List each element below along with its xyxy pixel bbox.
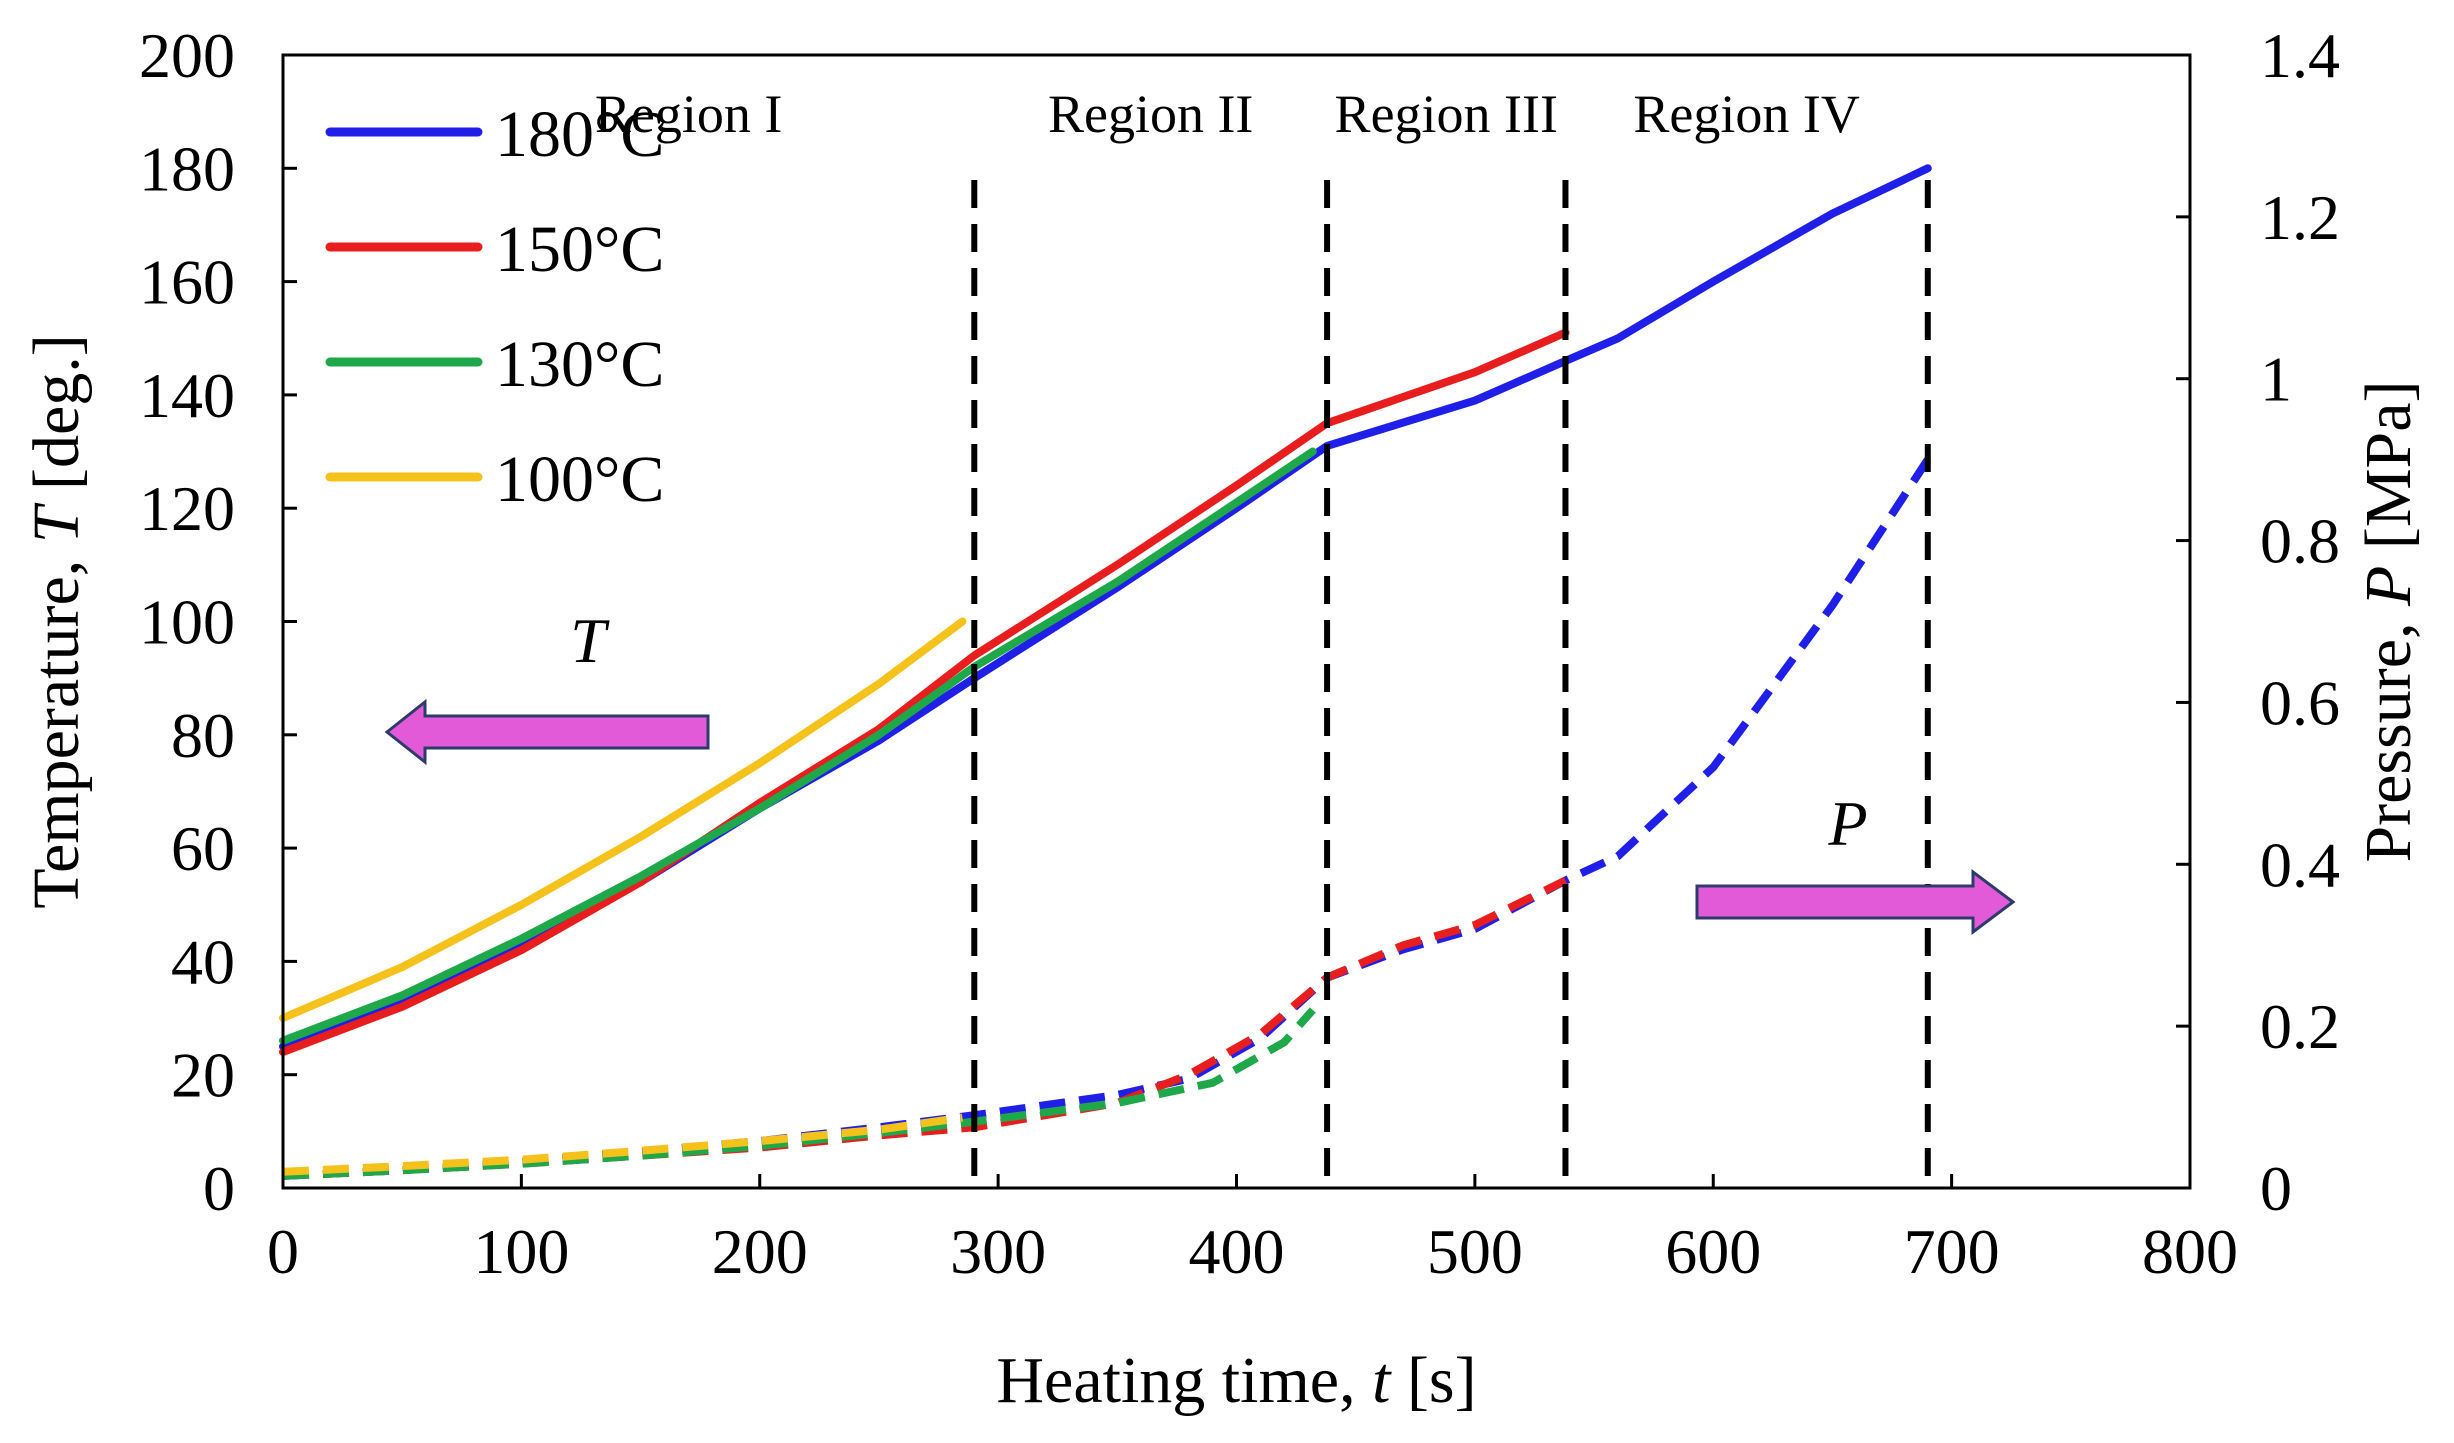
y-right-tick-label: 0.4 [2260, 829, 2340, 900]
axis-arrows: TP [384, 605, 2016, 935]
y-right-axis-ticks: 0 0.2 0.4 0.6 0.8 1 1.2 1.4 [2176, 20, 2340, 1224]
y-right-tick-label: 1 [2260, 344, 2292, 415]
y-left-tick-label: 200 [139, 20, 235, 91]
y-right-tick-label: 0.6 [2260, 667, 2340, 738]
y-right-tick-label: 1.4 [2260, 20, 2340, 91]
pressure-arrow [1695, 869, 2016, 935]
temperature-line-100c [279, 617, 967, 1022]
y-left-tick-label: 100 [139, 587, 235, 658]
y-right-tick-label: 0 [2260, 1153, 2292, 1224]
region-label: Region IV [1633, 84, 1859, 144]
temperature-arrow [384, 698, 710, 766]
x-axis-title: Heating time, t [s] [996, 1344, 1476, 1417]
temperature-arrow-label: T [570, 605, 610, 676]
pressure-line-180c [282, 457, 1932, 1180]
y-left-tick-label: 20 [171, 1040, 235, 1111]
region-labels: Region I Region II Region III Region IV [595, 84, 1860, 144]
legend: 180°C 150°C 130°C 100°C [325, 98, 664, 516]
y-left-tick-label: 0 [203, 1153, 235, 1224]
region-boundaries [971, 180, 1931, 1188]
legend-label: 130°C [495, 328, 664, 401]
x-tick-label: 500 [1427, 1216, 1523, 1287]
x-tick-label: 100 [473, 1216, 569, 1287]
series-layer [279, 164, 1932, 1180]
x-axis-ticks: 0 100 200 300 400 500 600 700 800 [267, 1174, 2238, 1287]
x-tick-label: 200 [712, 1216, 808, 1287]
region-label: Region I [595, 84, 782, 144]
y-left-axis-title: Temperature, T [deg.] [20, 334, 93, 909]
legend-label: 150°C [495, 213, 664, 286]
x-tick-label: 700 [1904, 1216, 2000, 1287]
legend-label: 180°C [495, 98, 664, 171]
y-right-axis-title: Pressure, P [MPa] [2352, 380, 2425, 862]
temperature-line-150c [279, 328, 1570, 1056]
y-right-tick-label: 1.2 [2260, 182, 2340, 253]
region-label: Region III [1335, 84, 1558, 144]
temperature-line-130c [279, 447, 1317, 1045]
region-label: Region II [1048, 84, 1253, 144]
y-right-tick-label: 0.8 [2260, 506, 2340, 577]
y-left-tick-label: 80 [171, 700, 235, 771]
pressure-arrow-label: P [1827, 788, 1867, 859]
y-left-tick-label: 40 [171, 926, 235, 997]
x-tick-label: 300 [950, 1216, 1046, 1287]
y-left-tick-label: 140 [139, 360, 235, 431]
y-left-tick-label: 180 [139, 133, 235, 204]
x-tick-label: 600 [1665, 1216, 1761, 1287]
x-tick-label: 800 [2142, 1216, 2238, 1287]
y-left-tick-label: 160 [139, 247, 235, 318]
pressure-line-130c [282, 1007, 1316, 1180]
x-tick-label: 400 [1189, 1216, 1285, 1287]
y-left-axis-ticks: 0 20 40 60 80 100 120 140 160 180 200 [139, 20, 297, 1224]
legend-label: 100°C [495, 443, 664, 516]
y-right-tick-label: 0.2 [2260, 991, 2340, 1062]
temperature-line-180c [279, 164, 1932, 1051]
x-tick-label: 0 [267, 1216, 299, 1287]
y-left-tick-label: 60 [171, 813, 235, 884]
y-left-tick-label: 120 [139, 473, 235, 544]
